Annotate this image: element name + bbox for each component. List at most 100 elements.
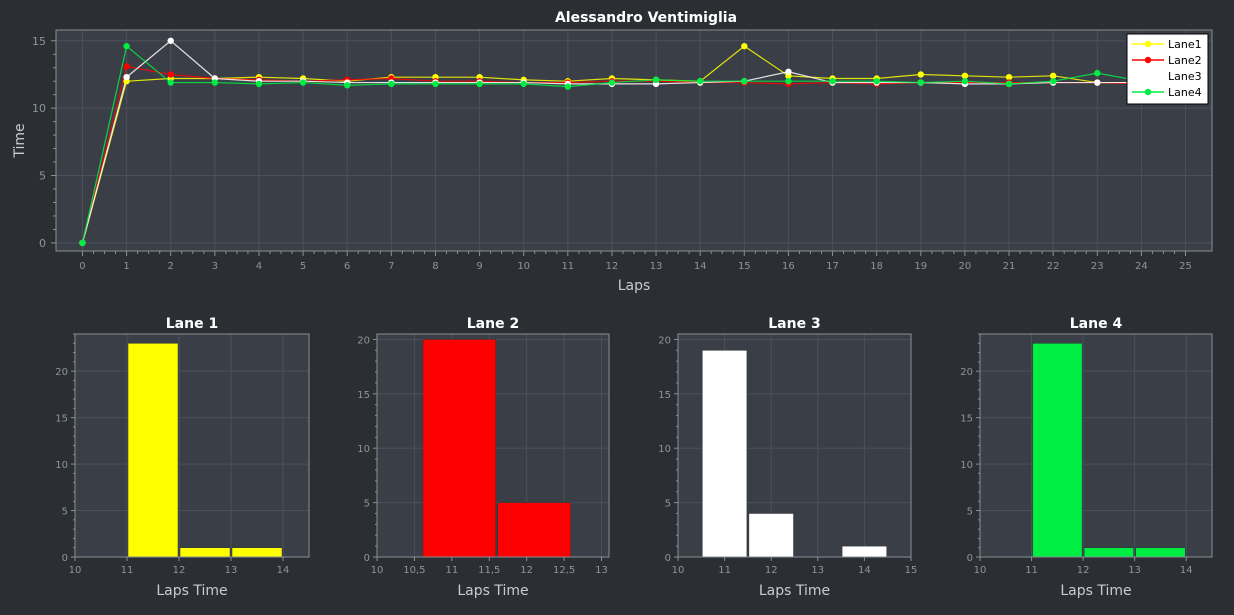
- plot-area: [56, 30, 1212, 251]
- histogram-bar: [702, 350, 748, 558]
- data-point-lane2: [123, 63, 130, 70]
- histogram-4: 10 11 12 13 14 0 5 10 15 20 Lane 4 Laps Time: [960, 316, 1213, 599]
- x-tick-label: 18: [870, 261, 883, 272]
- x-tick-label: 13: [225, 565, 238, 576]
- y-tick-label: 5: [665, 499, 671, 510]
- line-chart: 0 1 2 3 4 5 6 7 8 9 10 11 12 13 14 15 16 17 18 19 20 21 22 23 24…: [12, 10, 1213, 294]
- data-point-lane4: [432, 80, 439, 88]
- x-tick-label: 11: [718, 565, 731, 576]
- data-point-lane4: [388, 80, 395, 88]
- x-axis-label: Laps Time: [457, 583, 528, 599]
- y-tick-label: 10: [32, 102, 46, 115]
- x-tick-label: 14: [277, 565, 290, 576]
- histogram-bar: [422, 339, 496, 558]
- chart-title: Alessandro Ventimiglia: [555, 10, 737, 26]
- x-tick-label: 13: [1128, 565, 1141, 576]
- y-tick-label: 10: [960, 460, 973, 471]
- plot-frame: [677, 333, 912, 558]
- x-axis-label: Laps: [618, 278, 651, 294]
- x-axis-label: Laps Time: [1060, 583, 1131, 599]
- y-tick-label: 10: [55, 460, 68, 471]
- x-tick-label: 23: [1091, 261, 1104, 272]
- x-tick-label: 13: [650, 261, 663, 272]
- x-tick-label: 6: [344, 261, 350, 272]
- legend-marker: [1144, 56, 1152, 64]
- data-point-lane1: [1049, 72, 1057, 80]
- x-tick-label: 10: [371, 565, 384, 576]
- x-tick-label: 12: [173, 565, 186, 576]
- y-axis-label: Time: [12, 123, 28, 158]
- histogram-1: 10 11 12 13 14 0 5 10 15 20 Lane 1 Laps Time: [55, 316, 310, 599]
- x-tick-label: 20: [959, 261, 972, 272]
- data-point-lane4: [961, 78, 969, 85]
- x-tick-label: 15: [738, 261, 751, 272]
- histogram-bar: [1032, 343, 1083, 558]
- data-point-lane4: [299, 79, 307, 86]
- x-tick-label: 22: [1047, 261, 1060, 272]
- data-point-lane4: [79, 239, 86, 247]
- y-tick-label: 0: [364, 553, 370, 564]
- x-tick-label: 3: [212, 261, 218, 272]
- data-point-lane4: [696, 78, 704, 85]
- data-point-lane4: [564, 83, 572, 90]
- y-tick-label: 0: [665, 553, 671, 564]
- histogram-3: 10 11 12 13 14 15 0 5 10 15 20 Lane 3 Laps Time: [658, 316, 917, 599]
- x-tick-label: 4: [256, 261, 262, 272]
- data-point-lane4: [211, 79, 219, 86]
- histogram-title: Lane 1: [166, 316, 218, 332]
- data-point-lane4: [167, 79, 174, 86]
- x-tick-label: 10: [974, 565, 987, 576]
- y-tick-label: 5: [967, 507, 973, 518]
- y-tick-label: 20: [55, 367, 68, 378]
- plot-area: [980, 334, 1212, 557]
- data-point-lane2: [167, 71, 174, 78]
- x-tick-label: 25: [1179, 261, 1192, 272]
- data-point-lane4: [917, 79, 924, 86]
- y-tick-label: 20: [960, 367, 973, 378]
- data-point-lane4: [123, 42, 130, 50]
- data-point-lane3: [1094, 79, 1101, 86]
- y-tick-label: 0: [62, 553, 68, 564]
- x-tick-label: 15: [905, 565, 918, 576]
- x-tick-label: 11: [561, 261, 574, 272]
- x-tick-label: 10: [672, 565, 685, 576]
- x-tick-label: 10: [69, 565, 82, 576]
- histogram-bar: [179, 547, 231, 558]
- histogram-title: Lane 4: [1070, 316, 1123, 332]
- x-axis-label: Laps Time: [759, 583, 830, 599]
- y-tick-label: 5: [364, 499, 370, 510]
- x-tick-label: 12: [1077, 565, 1090, 576]
- histogram-bar: [841, 545, 887, 558]
- y-tick-label: 15: [32, 35, 46, 48]
- data-point-lane4: [255, 80, 263, 88]
- legend-marker: [1144, 88, 1152, 96]
- histogram-bar: [231, 547, 283, 558]
- histogram-bar: [1135, 547, 1186, 558]
- data-point-lane4: [652, 76, 660, 84]
- legend-marker: [1144, 72, 1152, 80]
- x-tick-label: 9: [476, 261, 482, 272]
- data-point-lane4: [829, 78, 836, 85]
- x-tick-label: 24: [1135, 261, 1148, 272]
- x-tick-label: 8: [432, 261, 438, 272]
- legend-marker: [1144, 40, 1152, 48]
- y-tick-label: 15: [658, 390, 671, 401]
- x-tick-label: 17: [826, 261, 839, 272]
- data-point-lane4: [1005, 80, 1013, 88]
- x-tick-label: 10: [517, 261, 530, 272]
- y-tick-label: 20: [357, 335, 370, 346]
- histogram-bar: [748, 513, 794, 558]
- x-tick-label: 14: [694, 261, 707, 272]
- x-tick-label: 12: [765, 565, 778, 576]
- x-tick-label: 12: [606, 261, 619, 272]
- data-point-lane1: [917, 71, 924, 78]
- x-tick-label: 7: [388, 261, 394, 272]
- data-point-lane4: [873, 78, 880, 85]
- x-tick-label: 5: [300, 261, 306, 272]
- x-tick-label: 21: [1003, 261, 1016, 272]
- x-tick-label: 2: [168, 261, 174, 272]
- y-tick-label: 0: [967, 553, 973, 564]
- histogram-title: Lane 2: [467, 316, 519, 332]
- histogram-bar: [127, 343, 179, 558]
